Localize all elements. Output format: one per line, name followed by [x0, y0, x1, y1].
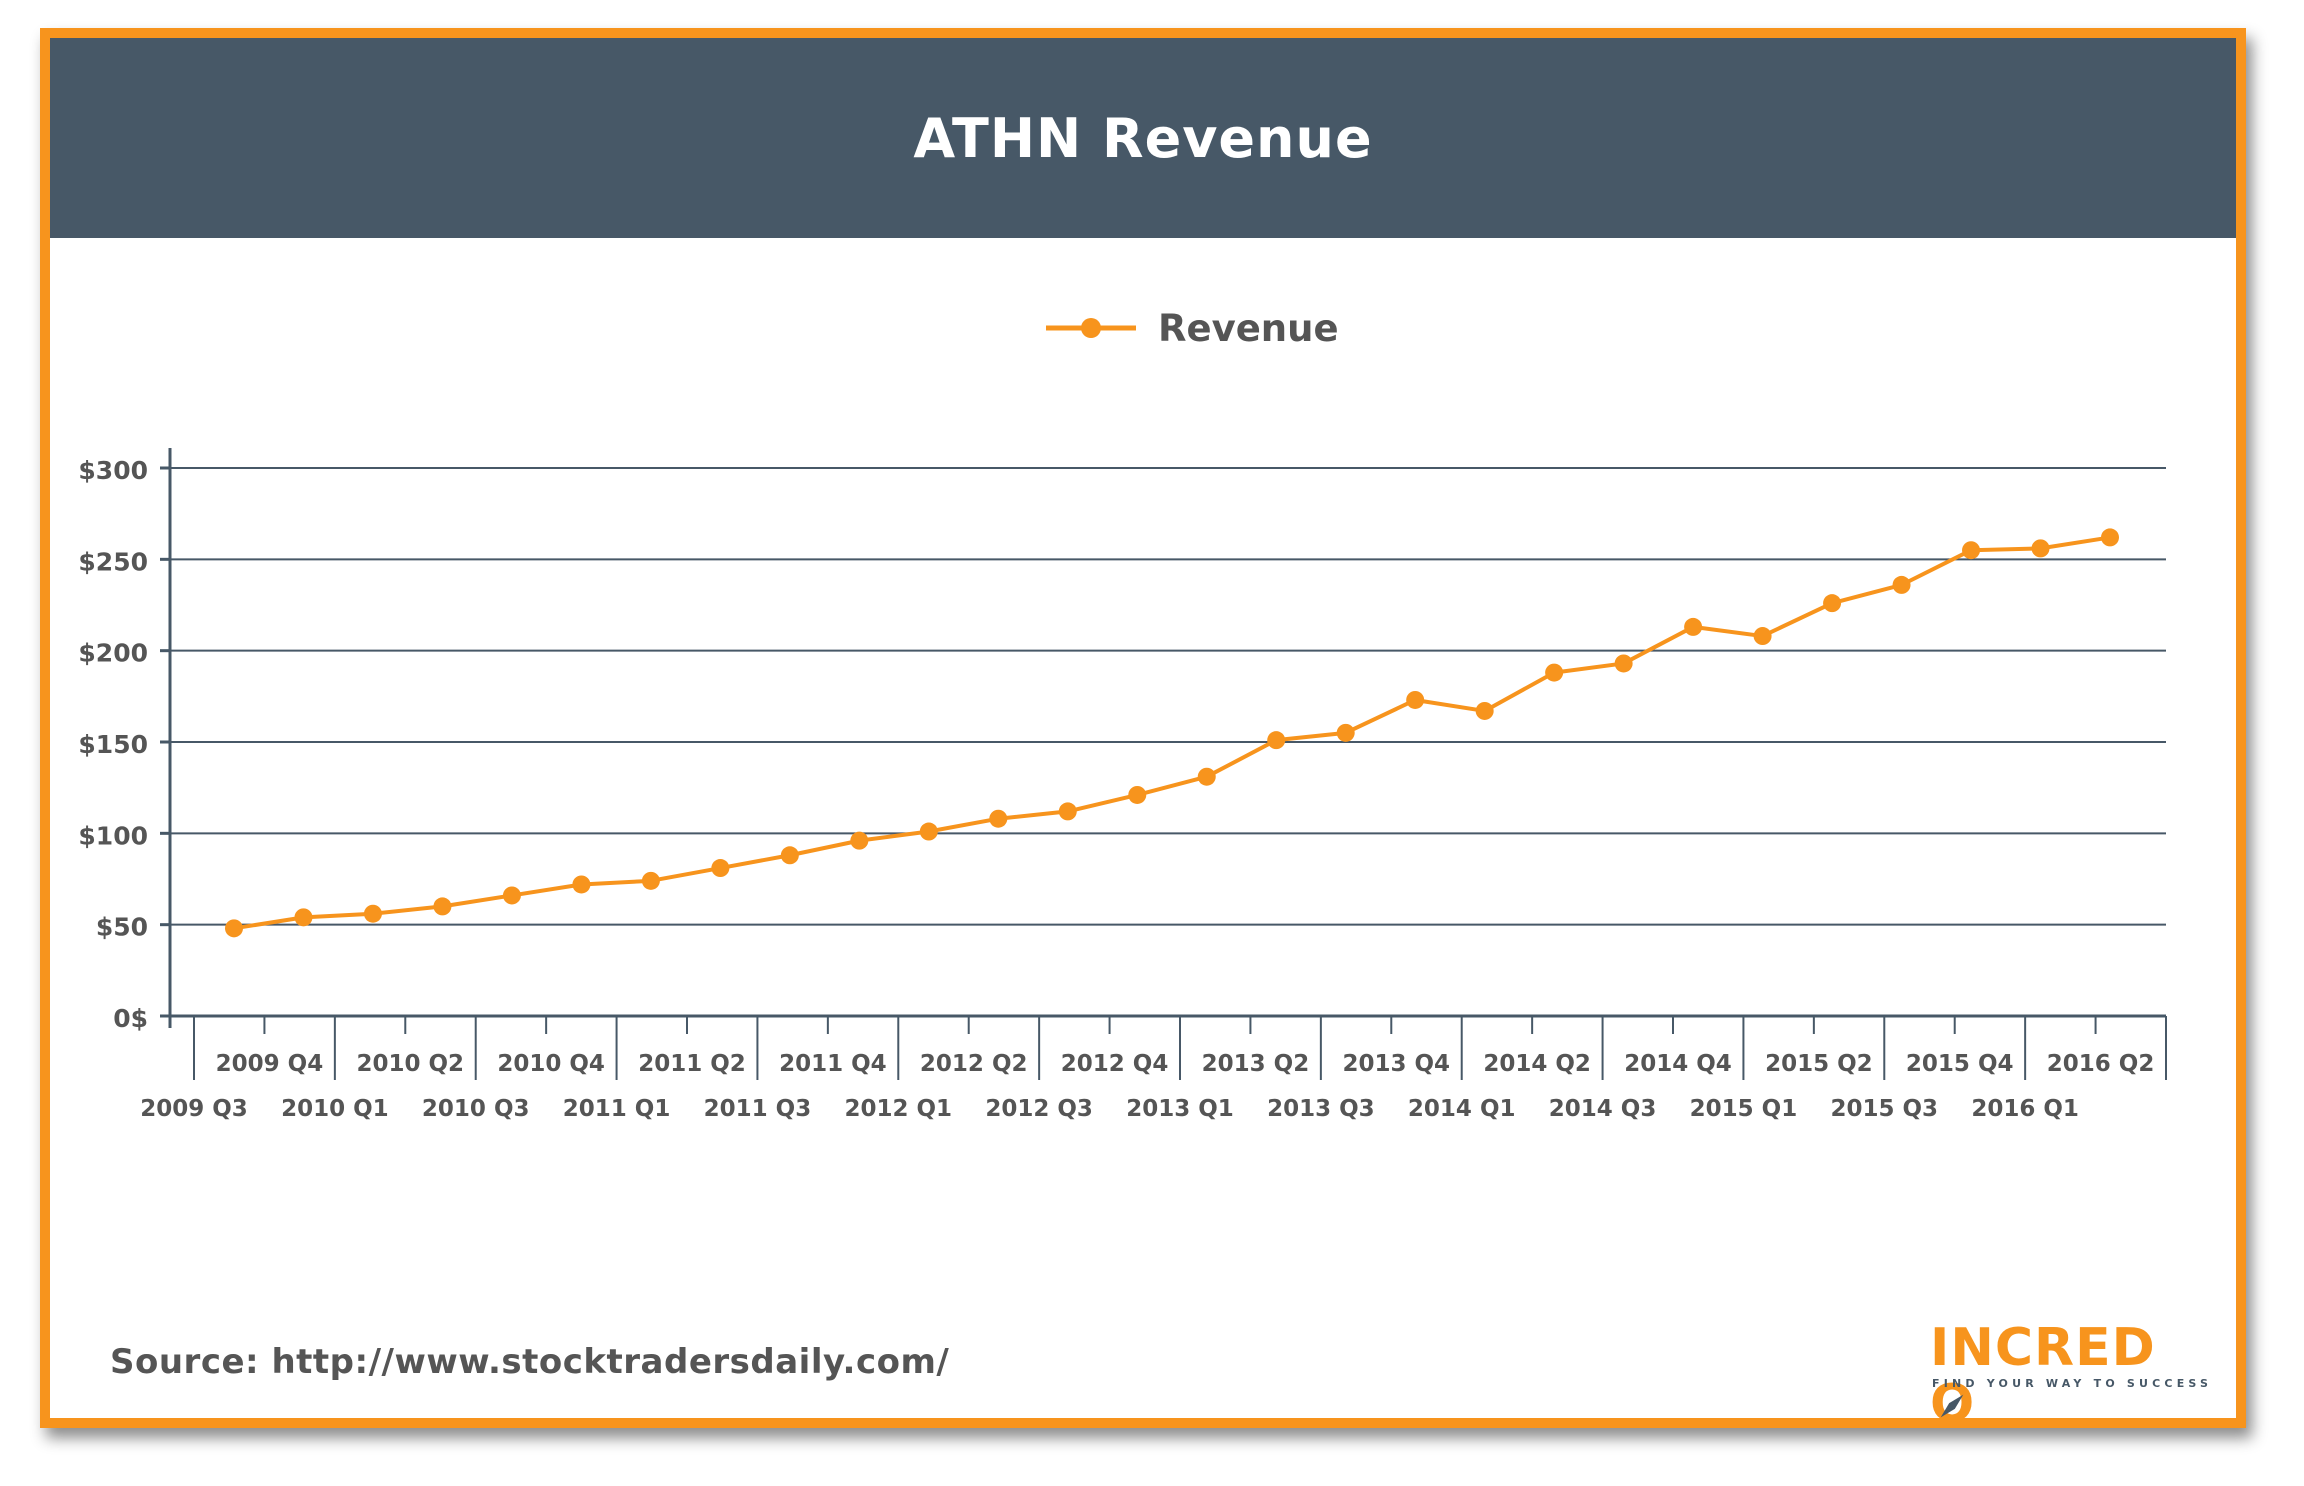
x-tick-label: 2011 Q1: [563, 1096, 671, 1122]
x-tick-label: 2010 Q3: [422, 1096, 530, 1122]
legend-marker: [1081, 318, 1101, 338]
x-tick-label: 2016 Q2: [2047, 1051, 2155, 1077]
data-point: [1128, 785, 1147, 804]
x-tick-label: 2012 Q1: [844, 1096, 952, 1122]
data-point: [711, 859, 730, 878]
data-point: [919, 822, 938, 841]
chart-title: ATHN Revenue: [913, 106, 1373, 170]
source-note: Source: http://www.stocktradersdaily.com…: [110, 1342, 950, 1382]
compass-icon: [1940, 1394, 1964, 1418]
x-tick-label: 2014 Q4: [1624, 1051, 1732, 1077]
data-point: [225, 919, 243, 938]
data-point: [1962, 541, 1981, 560]
series-line-revenue: [233, 535, 2111, 931]
data-point: [363, 904, 382, 923]
x-tick-label: 2015 Q2: [1765, 1051, 1873, 1077]
x-tick-label: 2016 Q1: [1971, 1096, 2079, 1122]
x-tick-label: 2013 Q4: [1342, 1051, 1450, 1077]
y-tick-label: $100: [78, 821, 148, 850]
data-point: [989, 809, 1008, 828]
data-point: [294, 908, 313, 927]
y-tick-label: $300: [78, 456, 148, 485]
data-point: [1614, 654, 1633, 673]
data-point: [1336, 723, 1355, 742]
y-tick-label: $50: [96, 913, 148, 942]
x-tick-label: 2011 Q3: [704, 1096, 812, 1122]
data-point: [572, 875, 591, 894]
x-tick-label: 2009 Q3: [140, 1096, 248, 1122]
data-point: [641, 871, 660, 890]
data-point: [1267, 731, 1286, 750]
data-point: [502, 886, 521, 905]
x-tick-label: 2011 Q2: [638, 1051, 746, 1077]
data-point: [1823, 594, 1842, 613]
x-tick-label: 2014 Q3: [1549, 1096, 1657, 1122]
x-tick-label: 2015 Q4: [1906, 1051, 2014, 1077]
incredo-logo: INCREDO FIND YOUR WAY TO SUCCESS: [1930, 1320, 2208, 1432]
x-tick-label: 2013 Q1: [1126, 1096, 1234, 1122]
data-point: [1058, 802, 1077, 821]
y-tick-label: $150: [78, 730, 148, 759]
x-tick-label: 2010 Q4: [497, 1051, 605, 1077]
x-tick-label: 2010 Q1: [281, 1096, 389, 1122]
data-point: [1475, 701, 1494, 720]
x-tick-label: 2012 Q2: [920, 1051, 1028, 1077]
logo-tagline: FIND YOUR WAY TO SUCCESS: [1932, 1377, 2213, 1390]
data-point: [850, 831, 869, 850]
legend-label: Revenue: [1158, 307, 1339, 350]
data-point: [2031, 539, 2050, 558]
x-tick-label: 2013 Q3: [1267, 1096, 1375, 1122]
data-point: [1753, 627, 1772, 646]
x-tick-label: 2015 Q1: [1690, 1096, 1798, 1122]
x-tick-label: 2012 Q3: [985, 1096, 1093, 1122]
y-tick-label: 0$: [113, 1004, 148, 1033]
chart-card: ATHN Revenue: [40, 28, 2246, 1428]
data-point: [1684, 617, 1703, 636]
logo-wordmark: INCREDO: [1930, 1320, 2190, 1432]
x-tick-label: 2010 Q2: [356, 1051, 464, 1077]
x-tick-label: 2012 Q4: [1061, 1051, 1169, 1077]
x-tick-label: 2013 Q2: [1202, 1051, 1310, 1077]
x-tick-label: 2014 Q1: [1408, 1096, 1516, 1122]
chart-header: ATHN Revenue: [50, 38, 2236, 238]
data-point: [2101, 528, 2119, 547]
data-point: [433, 897, 452, 916]
x-tick-label: 2014 Q2: [1483, 1051, 1591, 1077]
x-tick-label: 2009 Q4: [216, 1051, 324, 1077]
data-point: [1406, 690, 1425, 709]
data-point: [1892, 575, 1911, 594]
data-point: [1197, 767, 1216, 786]
data-point: [1545, 663, 1564, 682]
x-tick-label: 2015 Q3: [1830, 1096, 1938, 1122]
x-tick-label: 2011 Q4: [779, 1051, 887, 1077]
y-tick-label: $250: [78, 547, 148, 576]
y-tick-label: $200: [78, 639, 148, 668]
data-point: [780, 846, 799, 865]
